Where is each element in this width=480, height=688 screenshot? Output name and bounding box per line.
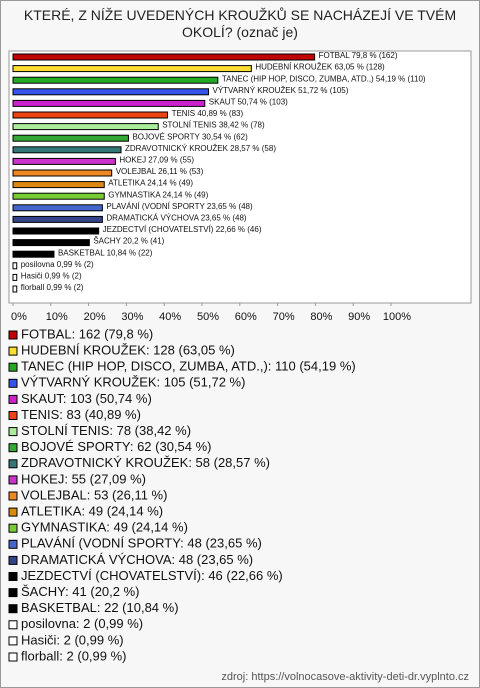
legend-swatch [8,394,18,404]
legend-swatch [8,636,18,646]
legend-label: FOTBAL: 162 (79,8 %) [21,326,153,341]
legend-swatch [8,507,18,517]
legend-swatch [8,346,18,356]
bar-label: BOJOVÉ SPORTY 30,54 % (62) [132,132,248,141]
bar [12,227,100,235]
legend-label: HUDEBNÍ KROUŽEK: 128 (63,05 %) [21,343,235,358]
legend-label: TENIS: 83 (40,89 %) [21,407,141,422]
x-tick-label: 30% [121,311,143,323]
legend-swatch [8,523,18,533]
bar [12,169,113,177]
chart-title: KTERÉ, Z NÍŽE UVEDENÝCH KROUŽKŮ SE NACHÁ… [23,7,457,40]
x-tick-label: 20% [84,311,106,323]
bar [12,215,103,223]
x-tick-label: 100% [383,311,411,323]
bar-label: GYMNASTIKA 24,14 % (49) [108,190,208,199]
bar-label: ATLETIKA 24,14 % (49) [108,179,193,188]
bar [12,204,103,212]
bar-label: posilovna 0,99 % (2) [21,260,94,269]
legend-swatch [8,443,18,453]
legend-label: SKAUT: 103 (50,74 %) [21,391,152,406]
bar [12,262,18,270]
bar-label: HOKEJ 27,09 % (55) [119,156,194,165]
legend-label: BASKETBAL: 22 (10,84 %) [21,600,179,615]
bar-label: VÝTVARNÝ KROUŽEK 51,72 % (105) [213,86,349,95]
legend-label: Hasiči: 2 (0,99 %) [21,632,124,647]
bar [12,123,159,131]
x-tick-label: 40% [159,311,181,323]
bar [12,146,122,154]
bar-label: HUDEBNÍ KROUŽEK 63,05 % (128) [255,63,385,72]
bar-label: PLAVÁNÍ (VODNÍ SPORTY 23,65 % (48) [106,202,253,211]
legend-label: PLAVÁNÍ (VODNÍ SPORTY: 48 (23,65 %) [21,536,262,551]
bar [12,111,169,119]
bar [12,285,18,293]
legend-swatch [8,572,18,581]
legend-swatch [8,604,18,614]
bar-label: JEZDECTVÍ (CHOVATELSTVÍ) 22,66 % (46) [103,225,262,234]
bar-label: ZDRAVOTNICKÝ KROUŽEK 28,57 % (58) [125,144,276,153]
x-tick-label: 90% [348,311,370,323]
bar-label: FOTBAL 79,8 % (162) [319,51,398,60]
legend-label: TANEC (HIP HOP, DISCO, ZUMBA, ATD.,): 11… [21,359,356,374]
bar-label: ŠACHY 20,2 % (41) [93,237,164,246]
legend-label: ATLETIKA: 49 (24,14 %) [21,504,163,519]
legend-label: ŠACHY: 41 (20,2 %) [21,584,140,599]
bar [12,76,219,84]
bar [12,99,206,107]
bar [12,65,252,73]
bar [12,192,105,200]
bar-label: TENIS 40,89 % (83) [172,109,244,118]
x-tick-label: 60% [235,311,257,323]
bar [12,157,116,165]
legend-swatch [8,378,18,388]
source: zdroj: https://volnocasove-aktivity-deti… [221,671,469,683]
legend-label: VÝTVARNÝ KROUŽEK: 105 (51,72 %) [21,375,245,390]
legend-swatch [8,411,18,420]
legend-swatch [8,588,18,598]
legend-swatch [8,491,18,501]
legend-label: HOKEJ: 55 (27,09 %) [21,471,146,486]
legend-label: posilovna: 2 (0,99 %) [21,616,143,631]
bar [12,250,55,258]
x-tick-label: 50% [197,311,219,323]
x-tick-label: 80% [310,311,332,323]
bar-label: florball 0,99 % (2) [21,283,84,292]
x-tick-label: 10% [46,311,68,323]
legend-label: BOJOVÉ SPORTY: 62 (30,54 %) [21,439,212,454]
legend-swatch [8,475,18,485]
legend-swatch [8,330,18,340]
legend-label: VOLEJBAL: 53 (26,11 %) [21,487,167,502]
legend-label: JEZDECTVÍ (CHOVATELSTVÍ): 46 (22,66 %) [21,568,283,583]
bar [12,239,90,247]
legend-label: ZDRAVOTNICKÝ KROUŽEK: 58 (28,57 %) [21,455,270,470]
legend-label: DRAMATICKÁ VÝCHOVA: 48 (23,65 %) [21,552,253,567]
bar-label: DRAMATICKÁ VÝCHOVA 23,65 % (48) [106,214,247,223]
bar [12,181,105,189]
legend-label: STOLNÍ TENIS: 78 (38,42 %) [21,423,191,438]
bar-label: STOLNÍ TENIS 38,42 % (78) [162,121,265,130]
bar [12,134,129,142]
bar [12,88,210,96]
bar-label: VOLEJBAL 26,11 % (53) [116,167,204,176]
legend-swatch [8,620,18,630]
legend-swatch [8,539,18,549]
bar-label: TANEC (HIP HOP, DISCO, ZUMBA, ATD.,) 54,… [222,74,426,83]
bar [12,273,18,281]
legend-swatch [8,427,18,437]
bar-label: SKAUT 50,74 % (103) [209,98,288,107]
bar-label: BASKETBAL 10,84 % (22) [58,248,153,257]
legend-swatch [8,362,18,372]
legend-label: GYMNASTIKA: 49 (24,14 %) [21,520,188,535]
bar-label: Hasiči 0,99 % (2) [21,272,82,281]
legend-swatch [8,555,18,565]
legend-label: florball: 2 (0,99 %) [21,648,127,663]
legend-swatch [8,459,18,469]
legend-swatch [8,652,18,662]
x-tick-label: 0% [11,311,27,323]
x-tick-label: 70% [273,311,295,323]
bar [12,53,316,61]
